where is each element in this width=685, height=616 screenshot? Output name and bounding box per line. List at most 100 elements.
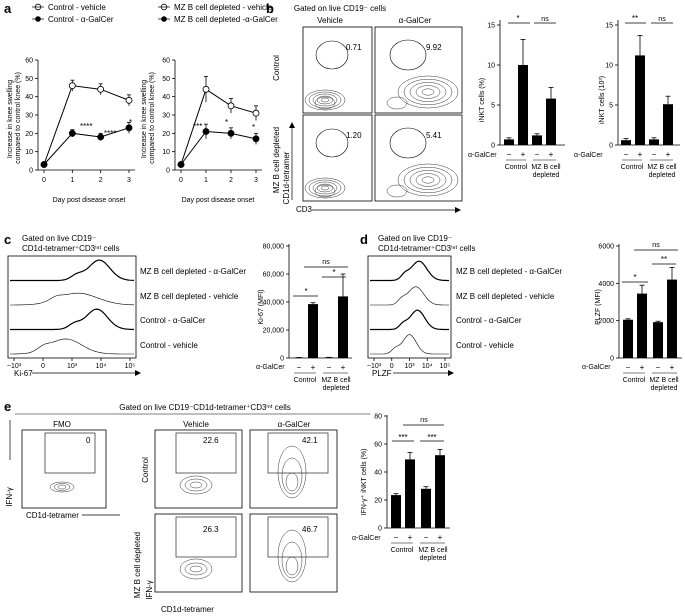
panel-b-letter: b — [266, 1, 274, 16]
col-label-vehicle: Vehicle — [183, 420, 209, 429]
flow-plot — [154, 429, 243, 509]
y-tick-label: 30 — [25, 113, 33, 120]
contour — [403, 166, 453, 194]
y-tick-label: 2000 — [598, 318, 614, 325]
group-label: MZ B cell — [531, 164, 561, 171]
group-label: Control — [505, 164, 528, 171]
treatment-label: α-GalCer — [256, 364, 285, 371]
bar — [635, 55, 645, 145]
row-label-control: Control — [272, 55, 281, 81]
bar — [663, 104, 673, 145]
gate-rect — [44, 432, 96, 474]
y-tick-label: 10 — [487, 63, 495, 70]
bar — [324, 357, 334, 358]
y-tick-label: 4000 — [598, 281, 614, 288]
hist-label: MZ B cell depleted - vehicle — [456, 292, 555, 301]
flow-plots-e: 0 22.6 42.1 26.3 46.7 — [21, 429, 338, 593]
x-tick-label: 10⁴ — [96, 363, 107, 370]
treatment-sign: + — [640, 363, 645, 372]
flow-plot — [154, 513, 243, 593]
sig-star: * — [252, 123, 255, 132]
hist-label: Control - vehicle — [456, 341, 514, 350]
y-axis-label: Ki-67 (MFI) — [258, 290, 265, 325]
gate-rect — [175, 432, 237, 474]
histogram-trace — [10, 292, 134, 306]
sig-label: ns — [658, 16, 666, 23]
gate-rect — [175, 516, 237, 558]
sig-label: ns — [541, 16, 549, 23]
group-label: Control — [621, 164, 644, 171]
treatment-sign: + — [408, 533, 413, 542]
x-tick-label: 10⁵ — [125, 363, 136, 370]
treatment-sign: − — [652, 150, 657, 159]
x-tick-label: 0 — [390, 363, 394, 370]
treatment-sign: + — [666, 150, 671, 159]
treatment-sign: − — [394, 533, 399, 542]
x-tick-label: 10⁴ — [422, 363, 433, 370]
row-label-depleted: MZ B cell depleted — [272, 127, 281, 193]
contour — [314, 96, 336, 110]
treatment-sign: + — [670, 363, 675, 372]
sig-label: * — [633, 273, 636, 282]
y-tick-label: 0 — [29, 168, 33, 175]
y-tick-label: 60,000 — [263, 272, 285, 279]
group-label: Control — [294, 377, 317, 384]
flow-plots-b: 0.71 9.92 1.20 5.41 — [302, 26, 463, 202]
sig-label: ** — [661, 255, 667, 264]
sig-star: **** — [104, 129, 116, 138]
treatment-sign: − — [626, 363, 631, 372]
contour — [312, 181, 338, 195]
y-tick-label: 60 — [374, 442, 382, 449]
treatment-sign: − — [327, 363, 332, 372]
data-point — [40, 161, 48, 168]
gate-value: 5.41 — [426, 131, 442, 140]
sig-label: ** — [632, 14, 638, 23]
flow-plot — [302, 114, 373, 202]
gate-ellipse — [389, 127, 427, 159]
gate-value: 0.71 — [346, 43, 362, 52]
col-label-vehicle: Vehicle — [317, 16, 343, 25]
y-tick-label: 0 — [610, 356, 614, 363]
row-label-depleted: MZ B cell depleted — [133, 532, 142, 598]
treatment-sign: − — [535, 150, 540, 159]
histogram-trace — [370, 334, 449, 355]
y-tick-label: 40,000 — [263, 300, 285, 307]
y-tick-label: 30 — [162, 113, 170, 120]
y-tick-label: 0 — [280, 356, 284, 363]
data-point — [68, 82, 76, 90]
sig-label: *** — [427, 433, 436, 442]
y-tick-label: 6000 — [598, 244, 614, 251]
contour — [179, 558, 213, 580]
y-tick-label: 40 — [162, 94, 170, 101]
y-tick-label: 50 — [25, 76, 33, 83]
x-tick-label: 10³ — [404, 363, 415, 370]
contour — [316, 95, 334, 105]
col-label-agalcer: α-GalCer — [278, 420, 311, 429]
gate-value: 9.92 — [426, 43, 442, 52]
arrow-head — [448, 370, 454, 376]
legend-entry: MZ B cell depleted -α-GalCer — [174, 15, 278, 24]
group-label: Control — [391, 547, 414, 554]
group-label: depleted — [420, 555, 447, 562]
contour — [415, 173, 441, 187]
x-tick-label: 10³ — [67, 363, 78, 370]
x-tick-label: 2 — [229, 177, 233, 184]
y-tick-label: 60 — [25, 58, 33, 65]
contour — [314, 184, 336, 198]
y-axis-label: PLZF (MFI) — [595, 289, 602, 325]
bar — [637, 293, 647, 358]
gate-label: Gated on live CD19⁻ cells — [294, 4, 386, 13]
bar — [504, 139, 514, 145]
legend-entry: MZ B cell depleted - vehicle — [174, 3, 273, 12]
contour — [409, 82, 447, 102]
panel-d-letter: d — [360, 232, 368, 247]
sig-label: ns — [652, 242, 660, 249]
sig-label: ns — [420, 417, 428, 424]
contour — [403, 78, 453, 106]
panel-a-right: MZ B cell depleted - vehicle MZ B cell d… — [141, 3, 278, 204]
contour — [415, 85, 441, 99]
contour — [409, 170, 447, 190]
histogram-c: −10³ 0 10³ 10⁴ 10⁵ Ki-67 MZ B cell depleted … — [7, 255, 246, 378]
y-axis-label: Increase in knee swelling compared to co… — [141, 72, 156, 164]
